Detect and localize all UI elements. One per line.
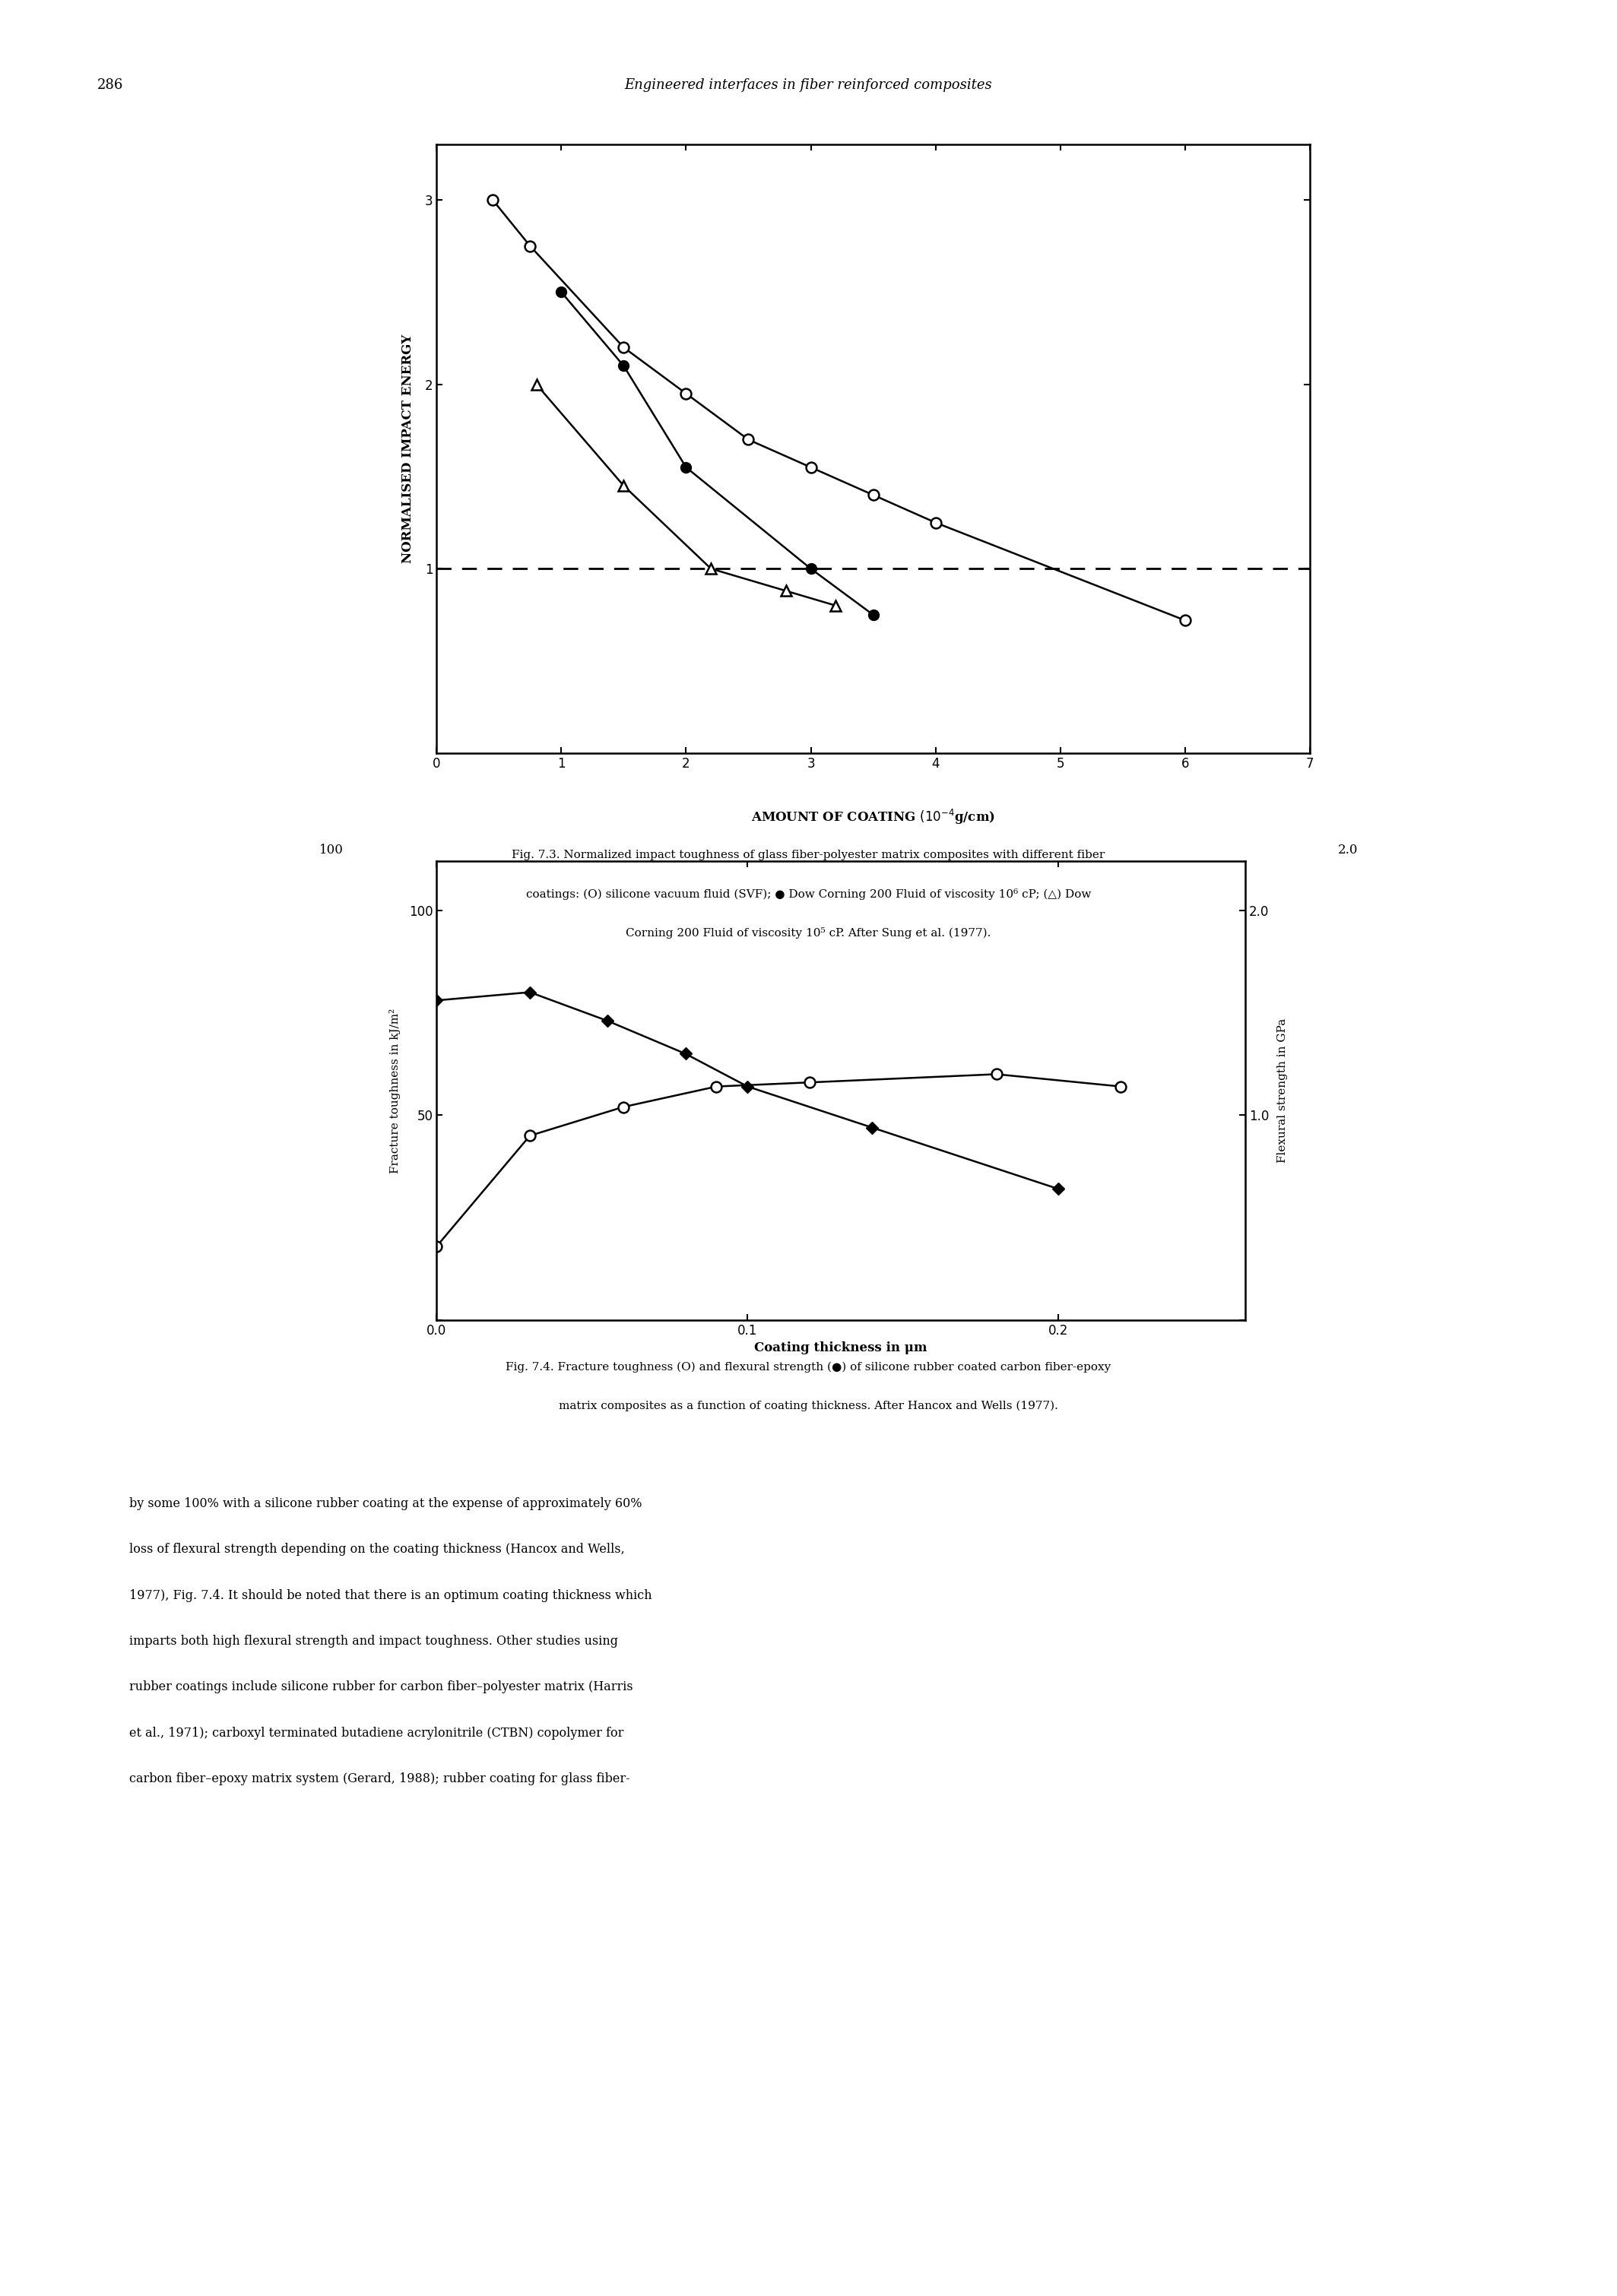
- Text: Engineered interfaces in fiber reinforced composites: Engineered interfaces in fiber reinforce…: [624, 78, 993, 92]
- Text: Corning 200 Fluid of viscosity 10⁵ cP. After Sung et al. (1977).: Corning 200 Fluid of viscosity 10⁵ cP. A…: [626, 928, 991, 939]
- Text: 2.0: 2.0: [1339, 843, 1358, 856]
- Text: loss of flexural strength depending on the coating thickness (Hancox and Wells,: loss of flexural strength depending on t…: [129, 1543, 624, 1557]
- Text: Fig. 7.3. Normalized impact toughness of glass fiber-polyester matrix composites: Fig. 7.3. Normalized impact toughness of…: [513, 850, 1104, 861]
- Y-axis label: NORMALISED IMPACT ENERGY: NORMALISED IMPACT ENERGY: [401, 335, 414, 563]
- Text: Fig. 7.4. Fracture toughness (O) and flexural strength (●) of silicone rubber co: Fig. 7.4. Fracture toughness (O) and fle…: [506, 1362, 1111, 1373]
- Text: by some 100% with a silicone rubber coating at the expense of approximately 60%: by some 100% with a silicone rubber coat…: [129, 1497, 642, 1511]
- X-axis label: Coating thickness in μm: Coating thickness in μm: [755, 1341, 927, 1355]
- Text: 286: 286: [97, 78, 123, 92]
- Text: 100: 100: [320, 843, 344, 856]
- Text: carbon fiber–epoxy matrix system (Gerard, 1988); rubber coating for glass fiber-: carbon fiber–epoxy matrix system (Gerard…: [129, 1773, 631, 1786]
- Text: coatings: (O) silicone vacuum fluid (SVF); ● Dow Corning 200 Fluid of viscosity : coatings: (O) silicone vacuum fluid (SVF…: [526, 889, 1091, 900]
- Text: 1977), Fig. 7.4. It should be noted that there is an optimum coating thickness w: 1977), Fig. 7.4. It should be noted that…: [129, 1589, 652, 1603]
- Text: AMOUNT OF COATING $(10^{-4}$g/cm): AMOUNT OF COATING $(10^{-4}$g/cm): [752, 808, 994, 827]
- Y-axis label: Fracture toughness in kJ/m²: Fracture toughness in kJ/m²: [390, 1008, 401, 1173]
- Text: matrix composites as a function of coating thickness. After Hancox and Wells (19: matrix composites as a function of coati…: [559, 1401, 1058, 1412]
- Text: et al., 1971); carboxyl terminated butadiene acrylonitrile (CTBN) copolymer for: et al., 1971); carboxyl terminated butad…: [129, 1727, 624, 1740]
- Text: imparts both high flexural strength and impact toughness. Other studies using: imparts both high flexural strength and …: [129, 1635, 618, 1649]
- Y-axis label: Flexural strength in GPa: Flexural strength in GPa: [1277, 1019, 1287, 1162]
- Text: rubber coatings include silicone rubber for carbon fiber–polyester matrix (Harri: rubber coatings include silicone rubber …: [129, 1681, 634, 1694]
